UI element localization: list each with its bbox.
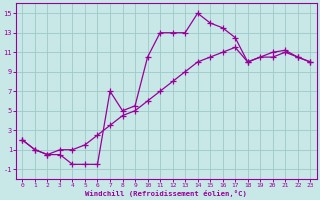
X-axis label: Windchill (Refroidissement éolien,°C): Windchill (Refroidissement éolien,°C) [85, 190, 247, 197]
